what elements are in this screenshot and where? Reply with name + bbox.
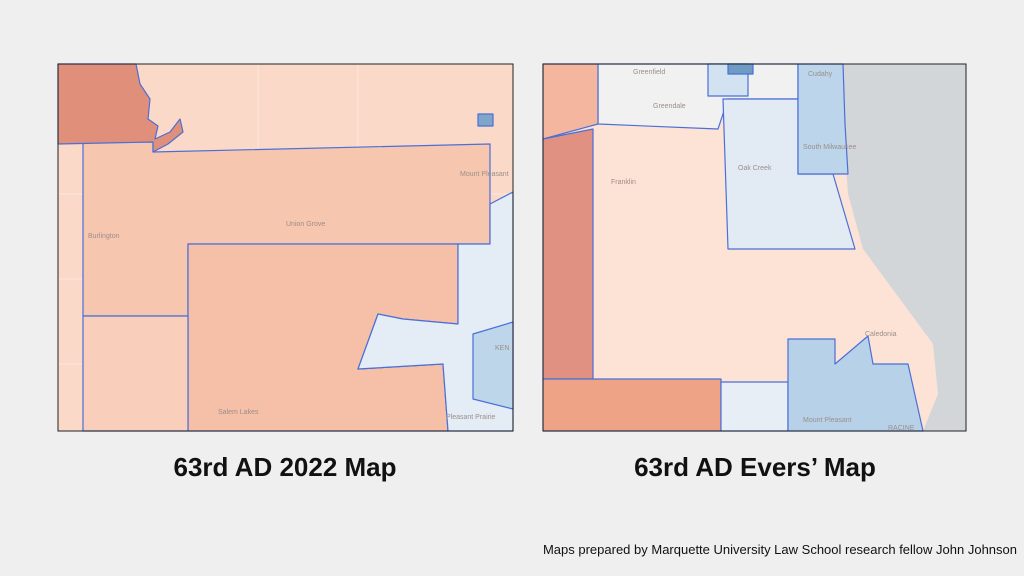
- district: [57, 63, 184, 153]
- place-label: Burlington: [88, 233, 120, 240]
- place-label: Mount Pleasant: [460, 171, 509, 178]
- map-evers: Greenfield Greendale Cudahy Oak Creek So…: [542, 63, 967, 432]
- district: [727, 63, 754, 75]
- map-title: 63rd AD 2022 Map: [173, 452, 396, 482]
- place-label: RACINE: [888, 425, 915, 432]
- district: [720, 381, 789, 432]
- place-label: Oak Creek: [738, 165, 772, 172]
- map-title: 63rd AD Evers’ Map: [634, 452, 876, 482]
- place-label: Caledonia: [865, 331, 897, 338]
- place-label: Salem Lakes: [218, 409, 259, 416]
- water: [843, 64, 966, 431]
- place-label: Mount Pleasant: [803, 417, 852, 424]
- district: [542, 378, 722, 432]
- place-label: South Milwaukee: [803, 144, 856, 151]
- map-frame: [542, 63, 967, 432]
- place-label: Cudahy: [808, 71, 833, 78]
- place-label: KEN: [495, 345, 509, 352]
- place-label: Franklin: [611, 179, 636, 186]
- district: [472, 321, 514, 410]
- place-label: Greenfield: [633, 69, 665, 76]
- district: [542, 128, 594, 380]
- place-label: Greendale: [653, 103, 686, 110]
- map-frame: [57, 63, 514, 432]
- credit: Maps prepared by Marquette University La…: [543, 542, 1017, 557]
- place-label: Union Grove: [286, 221, 325, 228]
- place-label: Pleasant Prairie: [446, 414, 496, 421]
- district: [477, 113, 494, 127]
- map-2022: Burlington Union Grove Mount Pleasant KE…: [57, 63, 514, 432]
- district: [82, 315, 189, 432]
- district: [797, 63, 849, 175]
